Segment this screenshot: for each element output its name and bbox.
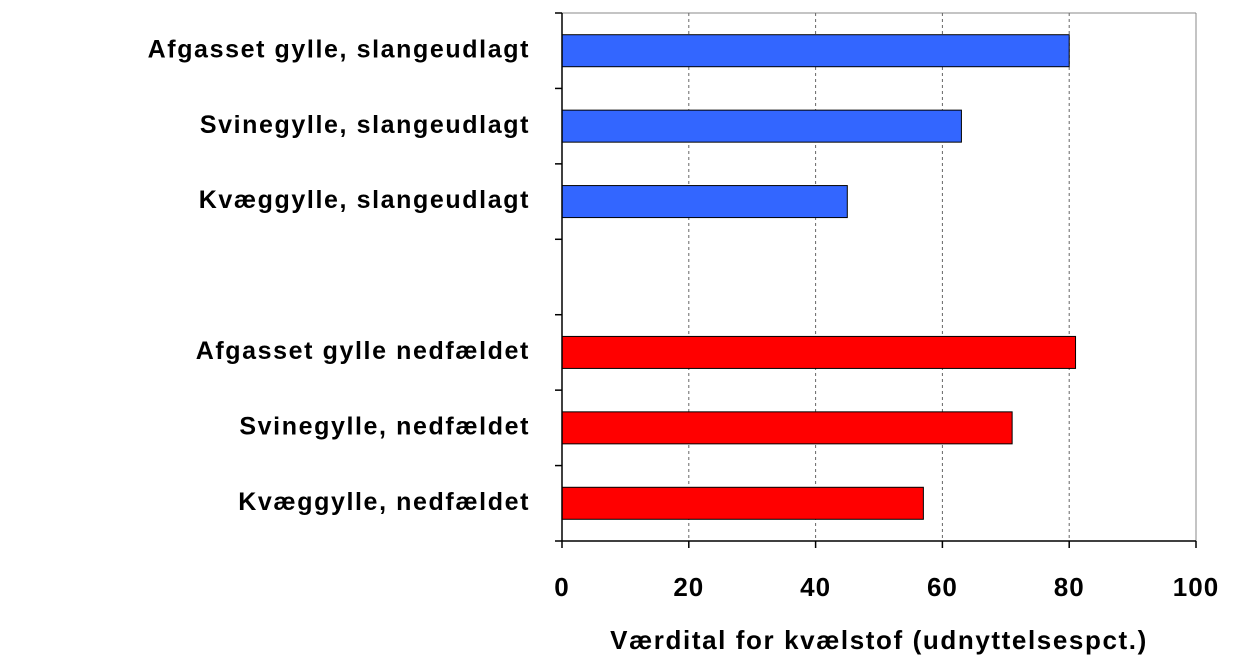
y-tick-label: Kvæggylle, slangeudlagt bbox=[199, 186, 530, 214]
y-tick-label: Svinegylle, slangeudlagt bbox=[200, 111, 530, 139]
x-tick-label: 100 bbox=[1173, 572, 1219, 602]
bar bbox=[561, 335, 1077, 369]
x-tick-label: 80 bbox=[1054, 572, 1085, 602]
bar bbox=[561, 486, 924, 520]
bar bbox=[561, 185, 848, 219]
x-tick-label: 60 bbox=[927, 572, 958, 602]
x-axis-title: Værdital for kvælstof (udnyttelsespct.) bbox=[610, 625, 1148, 655]
x-tick-label: 20 bbox=[673, 572, 704, 602]
bar bbox=[561, 109, 962, 143]
y-tick-label: Afgasset gylle, slangeudlagt bbox=[148, 35, 530, 63]
x-tick-label: 40 bbox=[800, 572, 831, 602]
y-tick-label: Afgasset gylle nedfældet bbox=[196, 337, 530, 365]
bar bbox=[561, 34, 1070, 68]
x-tick-label: 0 bbox=[554, 572, 569, 602]
y-tick-label: Kvæggylle, nedfældet bbox=[238, 488, 530, 516]
bar bbox=[561, 411, 1013, 445]
y-tick-label: Svinegylle, nedfældet bbox=[239, 412, 530, 440]
